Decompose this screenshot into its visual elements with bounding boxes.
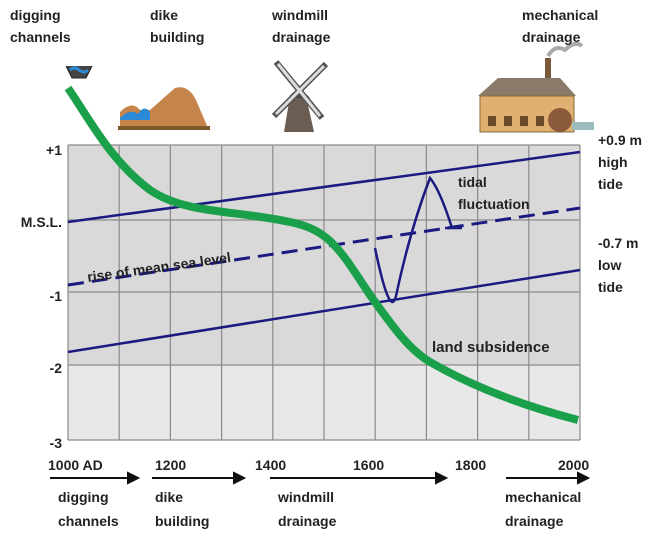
x-label: 1000 AD bbox=[48, 457, 103, 473]
annotation: land subsidence bbox=[432, 339, 550, 356]
label: windmill bbox=[277, 489, 334, 505]
label: drainage bbox=[278, 513, 337, 529]
label: channels bbox=[58, 513, 119, 529]
y-label: +1 bbox=[46, 142, 62, 158]
icon-pumping-station bbox=[478, 44, 594, 132]
label: building bbox=[155, 513, 209, 529]
label: tide bbox=[598, 279, 623, 295]
y-label: -1 bbox=[50, 288, 63, 304]
label: drainage bbox=[272, 29, 331, 45]
y-label: -3 bbox=[50, 435, 63, 451]
x-label: 2000 bbox=[558, 457, 589, 473]
label: dike bbox=[155, 489, 183, 505]
label: channels bbox=[10, 29, 71, 45]
label: -0.7 m bbox=[598, 235, 638, 251]
label: mechanical bbox=[522, 7, 598, 23]
y-label: -2 bbox=[50, 360, 63, 376]
label: windmill bbox=[271, 7, 328, 23]
label: tidal bbox=[458, 174, 487, 190]
icon-channel bbox=[66, 66, 92, 78]
period-arrows bbox=[50, 473, 588, 483]
label: dike bbox=[150, 7, 178, 23]
x-label: 1200 bbox=[155, 457, 186, 473]
icon-windmill bbox=[274, 62, 326, 132]
label: fluctuation bbox=[458, 196, 530, 212]
diagram: digging channels dike building windmill drain… bbox=[0, 0, 655, 537]
label: tide bbox=[598, 176, 623, 192]
x-label: 1400 bbox=[255, 457, 286, 473]
label: high bbox=[598, 154, 628, 170]
label: drainage bbox=[522, 29, 581, 45]
label: low bbox=[598, 257, 621, 273]
icon-dike bbox=[118, 87, 210, 130]
label: +0.9 m bbox=[598, 132, 642, 148]
y-label: M.S.L. bbox=[21, 214, 62, 230]
label: digging bbox=[10, 7, 61, 23]
label: digging bbox=[58, 489, 109, 505]
x-label: 1800 bbox=[455, 457, 486, 473]
label: building bbox=[150, 29, 204, 45]
label: mechanical bbox=[505, 489, 581, 505]
x-label: 1600 bbox=[353, 457, 384, 473]
label: drainage bbox=[505, 513, 564, 529]
